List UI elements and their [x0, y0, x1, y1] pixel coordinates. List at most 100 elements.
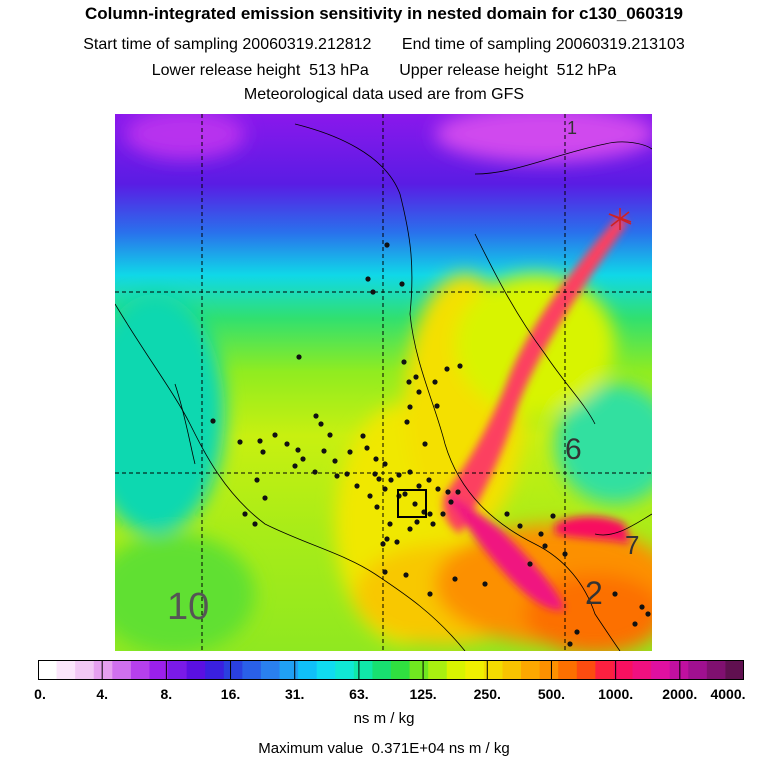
colorbar-tick-label: 31.	[284, 686, 305, 702]
colorbar-cell	[409, 660, 429, 680]
sample-point	[402, 491, 408, 497]
colorbar-cell	[205, 660, 225, 680]
colorbar-cell	[242, 660, 262, 680]
sample-point	[416, 483, 422, 489]
sample-point	[257, 438, 263, 444]
sample-point	[296, 354, 302, 360]
colorbar-tick-label: 2000.	[662, 686, 698, 702]
sample-point	[407, 469, 413, 475]
met-data-note: Meteorological data used are from GFS	[243, 86, 525, 103]
release-heights: Lower release height 513 hPa Upper relea…	[0, 61, 768, 81]
sample-point	[452, 576, 458, 582]
sample-point	[360, 433, 366, 439]
sample-point	[427, 511, 433, 517]
colorbar-cell	[391, 660, 411, 680]
colorbar-cell	[316, 660, 336, 680]
sample-point	[373, 456, 379, 462]
sample-point	[260, 449, 266, 455]
colorbar-cell	[651, 660, 671, 680]
colorbar-cell	[260, 660, 281, 680]
sample-point	[384, 242, 390, 248]
sample-point	[413, 374, 419, 380]
sample-point	[242, 511, 248, 517]
sample-point	[387, 521, 393, 527]
map-label-1: 1	[567, 118, 577, 138]
colorbar-cell	[112, 660, 132, 680]
sample-point	[399, 281, 405, 287]
sample-point	[403, 572, 409, 578]
plot-title: Column-integrated emission sensitivity i…	[84, 4, 684, 23]
sample-point	[318, 421, 324, 427]
colorbar-cell	[186, 660, 206, 680]
sample-point	[332, 458, 338, 464]
colorbar-cell	[223, 660, 243, 680]
sample-point	[237, 439, 243, 445]
colorbar-cell	[279, 660, 299, 680]
colorbar-cell	[335, 660, 355, 680]
lower-release-label: Lower release height	[151, 62, 301, 79]
sample-point	[370, 289, 376, 295]
colorbar-cell	[372, 660, 392, 680]
sample-point	[210, 418, 216, 424]
colorbar-cell	[298, 660, 318, 680]
maximum-value-label: Maximum value	[258, 740, 364, 757]
sample-point	[334, 473, 340, 479]
sample-point	[312, 469, 318, 475]
sample-points	[210, 242, 651, 647]
sample-point	[347, 449, 353, 455]
end-time-value: 20060319.213103	[555, 36, 685, 53]
sample-point	[542, 543, 548, 549]
sample-point	[382, 486, 388, 492]
colorbar-cell	[483, 660, 504, 680]
sample-point	[432, 379, 438, 385]
sample-point	[434, 403, 440, 409]
colorbar-tick-label: 125.	[409, 686, 437, 702]
sample-point	[364, 445, 370, 451]
sample-point	[254, 477, 260, 483]
colorbar-cell	[465, 660, 485, 680]
colorbar-cell	[353, 660, 374, 680]
colorbar-tick-label: 1000.	[598, 686, 634, 702]
sample-point	[455, 489, 461, 495]
sample-point	[365, 276, 371, 282]
sample-point	[457, 363, 463, 369]
box-marker	[397, 489, 427, 518]
colorbar-cell	[613, 660, 634, 680]
sample-point	[252, 521, 258, 527]
sample-point	[482, 581, 488, 587]
sample-point	[295, 447, 301, 453]
colorbar-tick-label: 0.	[34, 686, 46, 702]
sample-point	[388, 477, 394, 483]
sample-point	[313, 413, 319, 419]
sample-point	[292, 463, 298, 469]
colorbar-cell	[632, 660, 652, 680]
sample-point	[372, 471, 378, 477]
lower-release-value: 513 hPa	[309, 62, 369, 79]
sample-point	[414, 519, 420, 525]
sample-point	[401, 359, 407, 365]
sensitivity-map: 1 6 7 2 10	[115, 114, 652, 651]
sample-point	[448, 499, 454, 505]
sample-point	[517, 523, 523, 529]
sample-point	[272, 432, 278, 438]
sample-point	[426, 477, 432, 483]
colorbar-cell	[576, 660, 596, 680]
sample-point	[562, 551, 568, 557]
sample-point	[321, 448, 327, 454]
sample-point	[645, 611, 651, 617]
sample-point	[394, 539, 400, 545]
colorbar-cell	[130, 660, 151, 680]
maximum-value: Maximum value 0.371E+04 ns m / kg	[0, 740, 768, 757]
colorbar-tick-label: 500.	[537, 686, 566, 702]
sample-point	[262, 495, 268, 501]
sample-point	[382, 461, 388, 467]
star-marker	[608, 208, 632, 230]
sample-point	[407, 404, 413, 410]
sample-point	[327, 432, 333, 438]
colorbar-tick-label: 4000.	[710, 686, 746, 702]
sampling-times: Start time of sampling 20060319.212812 E…	[0, 35, 768, 55]
colorbar-cell	[149, 660, 169, 680]
sample-point	[612, 591, 618, 597]
colorbar-cell	[38, 660, 58, 680]
colorbar-cell	[558, 660, 578, 680]
